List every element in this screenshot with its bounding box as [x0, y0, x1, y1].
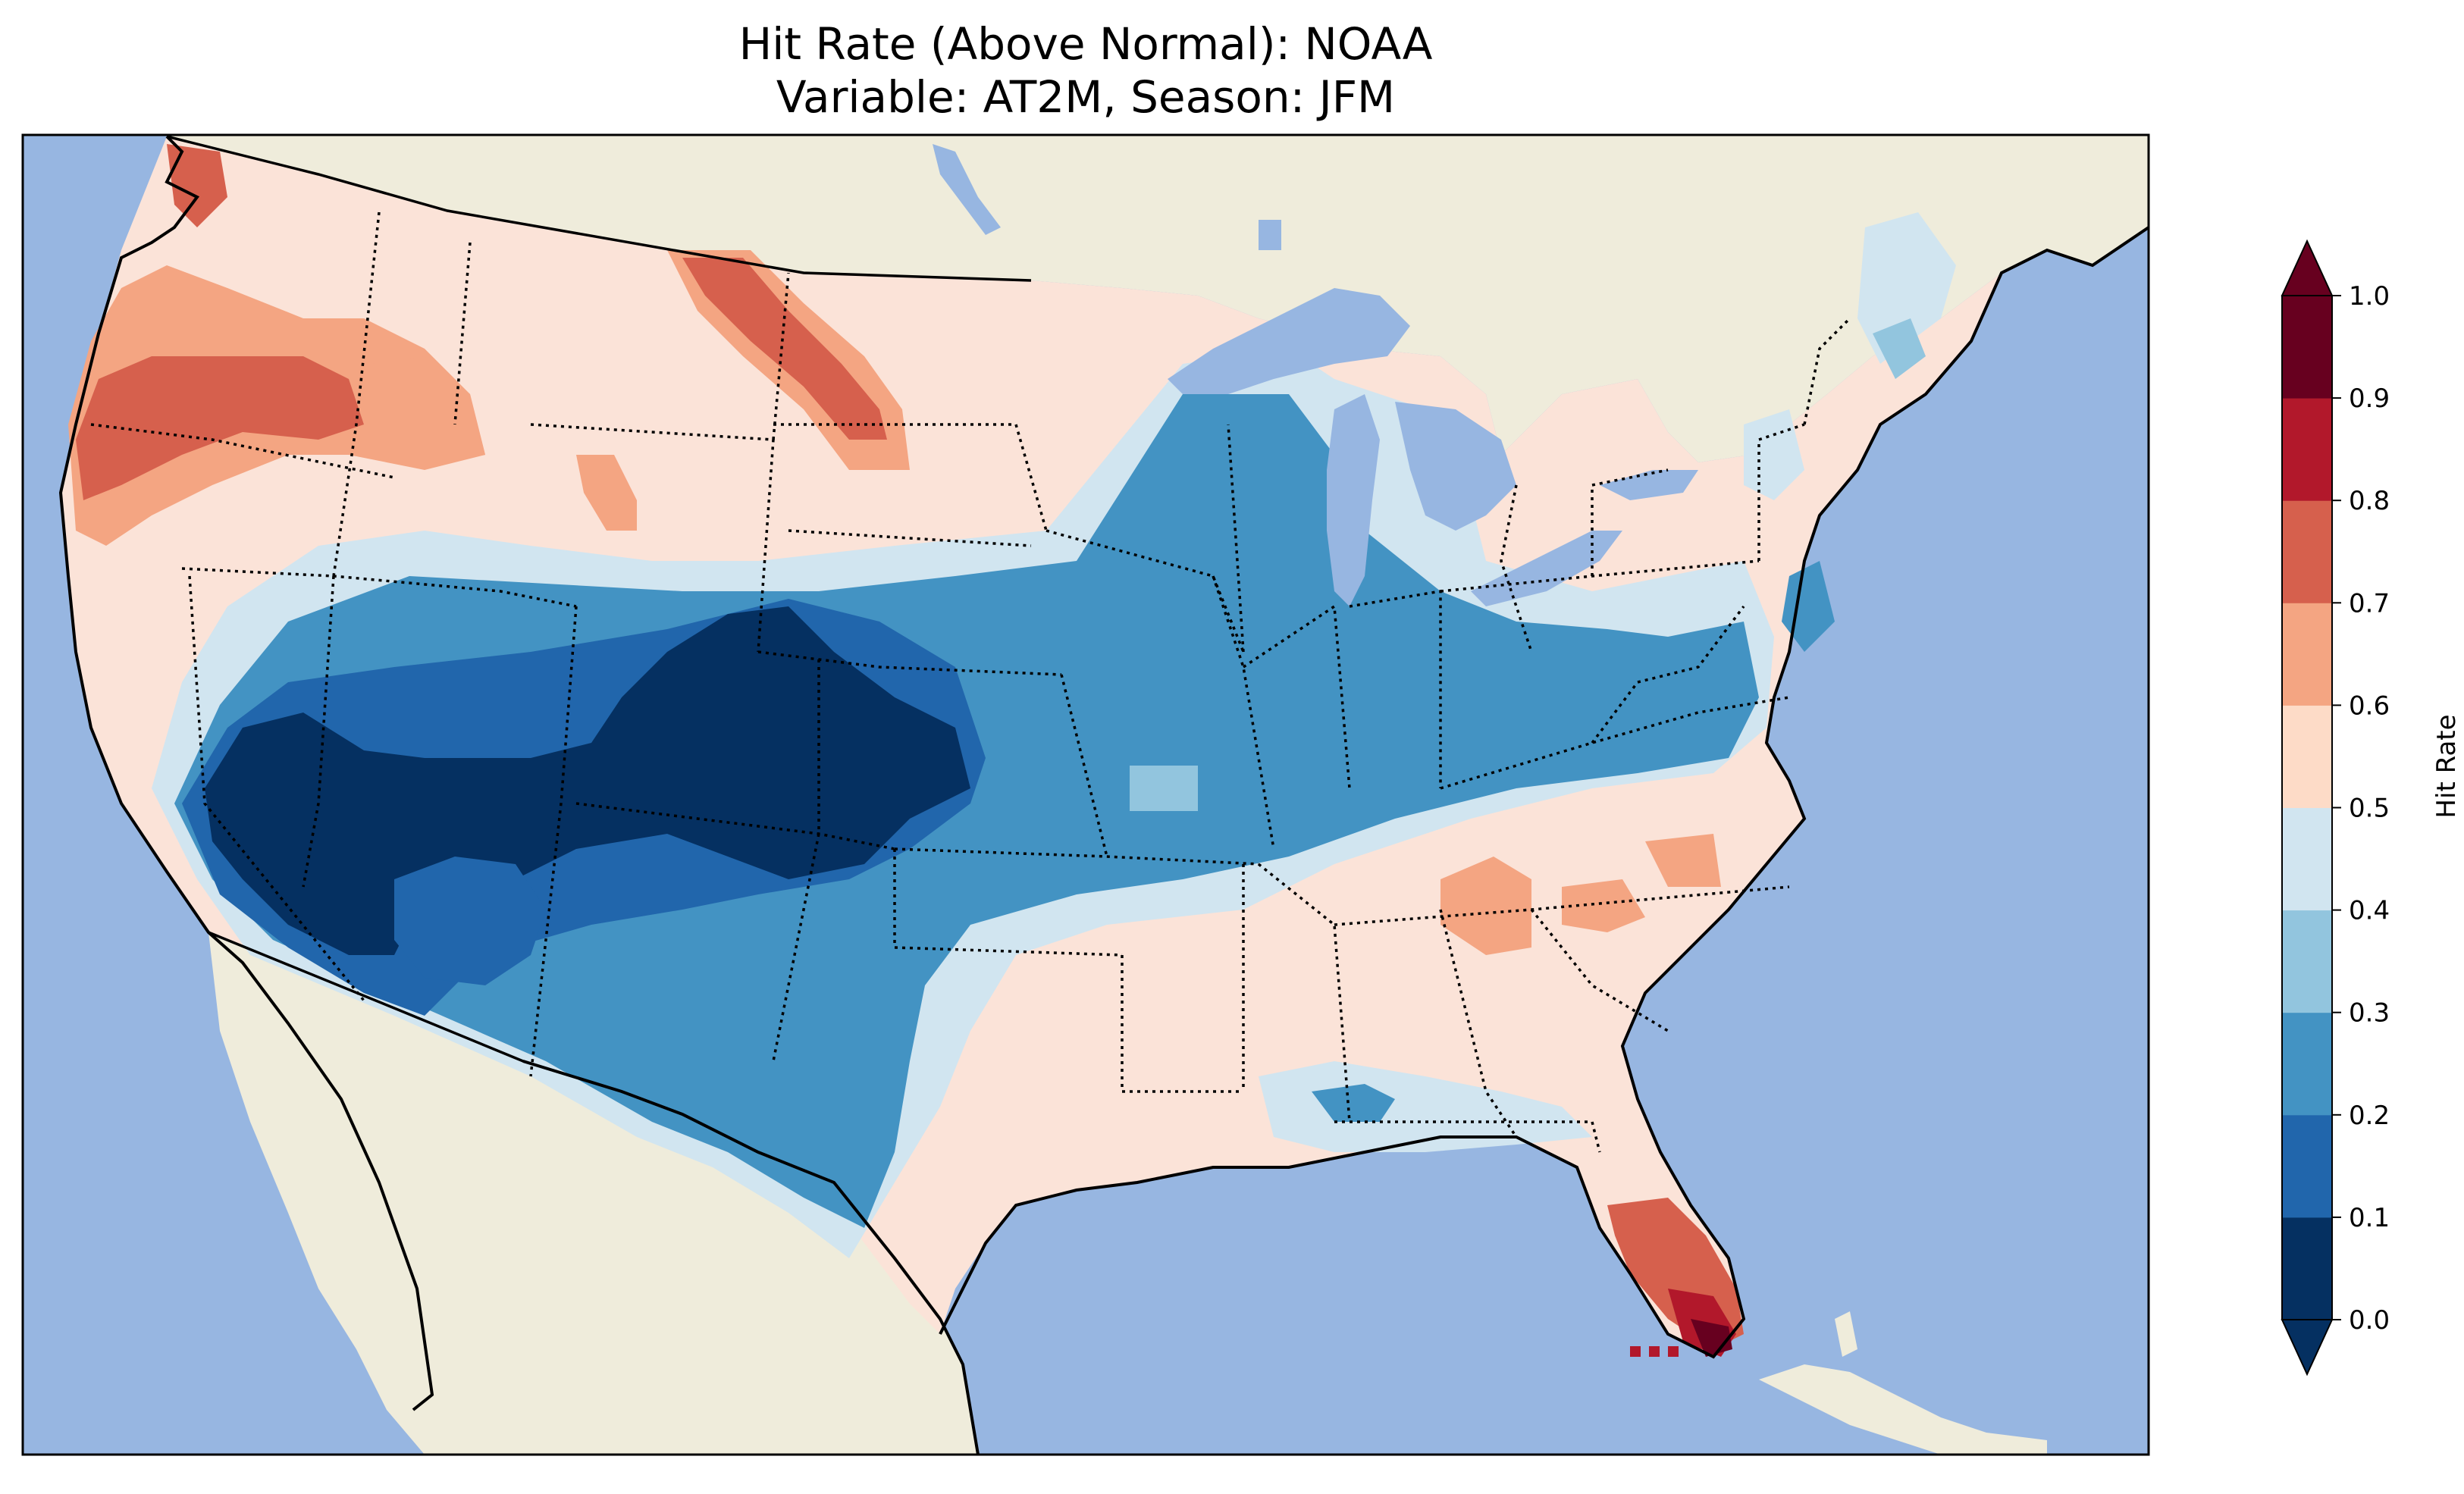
- colorbar-tick-label: 0.7: [2349, 588, 2390, 619]
- florida-keys-mark-3: [1668, 1346, 1679, 1357]
- map-panel: [23, 135, 2149, 1455]
- colorbar-segment: [2282, 296, 2332, 399]
- colorbar-segment: [2282, 603, 2332, 706]
- colorbar-segment: [2282, 500, 2332, 603]
- colorbar-segment: [2282, 1013, 2332, 1116]
- colorbar-segment: [2282, 1115, 2332, 1218]
- chart-title-line-1: Hit Rate (Above Normal): NOAA: [739, 18, 1433, 70]
- lake-small-1: [1259, 220, 1281, 250]
- colorbar: 0.0 0.1 0.2 0.3 0.4 0.5 0.6 0.7 0.8 0.9 1.0: [2282, 241, 2390, 1374]
- colorbar-segment: [2282, 808, 2332, 911]
- colorbar-tick-label: 0.8: [2349, 486, 2390, 516]
- florida-keys-mark-1: [1630, 1346, 1641, 1357]
- region-midwest-light: [1130, 766, 1198, 811]
- colorbar-segment: [2282, 705, 2332, 808]
- colorbar-segment: [2282, 398, 2332, 501]
- colorbar-tick-label: 0.3: [2349, 998, 2390, 1029]
- colorbar-segment: [2282, 1217, 2332, 1320]
- colorbar-tick-label: 1.0: [2349, 281, 2390, 312]
- colorbar-tick-label: 0.1: [2349, 1203, 2390, 1233]
- colorbar-tick-label: 0.5: [2349, 794, 2390, 824]
- chart-title-line-2: Variable: AT2M, Season: JFM: [776, 71, 1395, 123]
- colorbar-tick-label: 0.0: [2349, 1305, 2390, 1336]
- colorbar-segment: [2282, 910, 2332, 1013]
- florida-keys-mark-2: [1649, 1346, 1660, 1357]
- colorbar-tick-label: 0.9: [2349, 384, 2390, 414]
- colorbar-label: Hit Rate: [2431, 714, 2462, 818]
- colorbar-tick-label: 0.6: [2349, 691, 2390, 721]
- colorbar-extend-max: [2282, 241, 2332, 296]
- colorbar-extend-min: [2282, 1320, 2332, 1374]
- colorbar-tick-label: 0.2: [2349, 1101, 2390, 1131]
- colorbar-tick-label: 0.4: [2349, 896, 2390, 926]
